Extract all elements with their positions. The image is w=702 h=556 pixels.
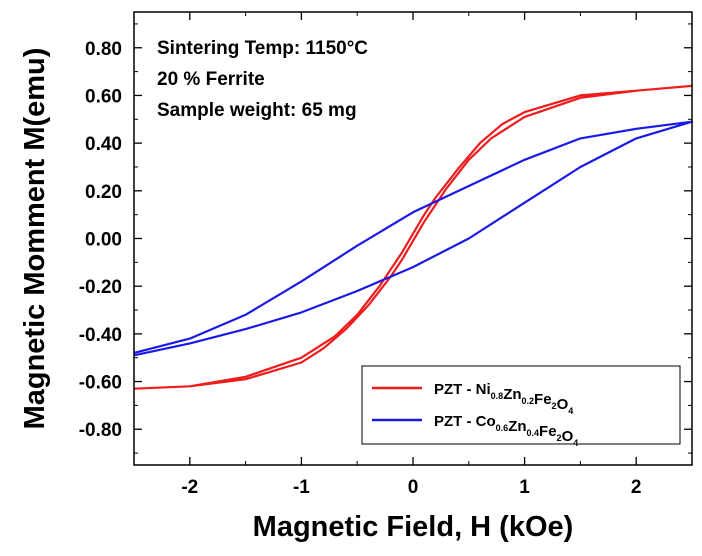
x-tick-label: 1 [519,477,530,498]
legend-entry-1: PZT - Co0.6Zn0.4Fe2O4 [434,413,578,448]
x-tick-label: -2 [181,477,198,498]
annotation-ferrite-percent: 20 % Ferrite [157,69,265,90]
y-tick-label: -0.60 [79,373,122,394]
y-tick-label: 0.20 [85,182,122,203]
series-line-ni-zn-ferrite [133,84,694,390]
legend-box [361,365,681,445]
plot-frame [133,11,693,466]
x-tick-label: 2 [631,477,642,498]
x-axis-title: Magnetic Field, H (kOe) [253,511,574,543]
y-tick-label: 0.40 [85,134,122,155]
y-tick-label: -0.80 [79,420,122,441]
x-tick-label: 0 [408,477,419,498]
series-line-co-zn-ferrite [133,120,694,357]
annotation-sample-weight: Sample weight: 65 mg [157,100,357,121]
x-tick-label: -1 [293,477,310,498]
y-tick-label: 0.80 [85,39,122,60]
y-tick-label: 0.00 [85,230,122,251]
y-tick-label: -0.40 [79,325,122,346]
tick-labels: -2 -1 0 1 2 -0.80 -0.60 -0.40 -0.20 0.00 0.20 0.40 0… [79,39,642,498]
annotation-sintering-temp: Sintering Temp: 1150°C [157,38,368,59]
series-layer [133,84,694,390]
legend-entry-0: PZT - Ni0.8Zn0.2Fe2O4 [434,381,573,416]
y-axis-title: Magnetic Momment M(emu) [19,48,51,430]
y-tick-label: 0.60 [85,86,122,107]
y-tick-label: -0.20 [79,277,122,298]
